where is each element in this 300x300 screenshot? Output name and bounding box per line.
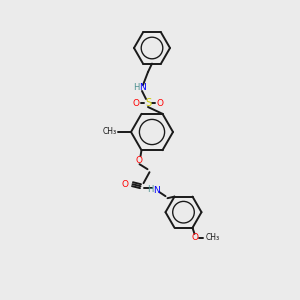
Text: CH₃: CH₃ bbox=[103, 128, 117, 136]
Text: S: S bbox=[145, 98, 151, 108]
Text: H: H bbox=[147, 185, 154, 194]
Text: O: O bbox=[191, 233, 198, 242]
Text: N: N bbox=[153, 186, 160, 195]
Text: O: O bbox=[136, 156, 143, 165]
Text: O: O bbox=[157, 98, 164, 107]
Text: H: H bbox=[133, 82, 139, 91]
Text: CH₃: CH₃ bbox=[206, 233, 220, 242]
Text: O: O bbox=[133, 98, 140, 107]
Text: O: O bbox=[122, 180, 129, 189]
Text: N: N bbox=[139, 83, 145, 92]
